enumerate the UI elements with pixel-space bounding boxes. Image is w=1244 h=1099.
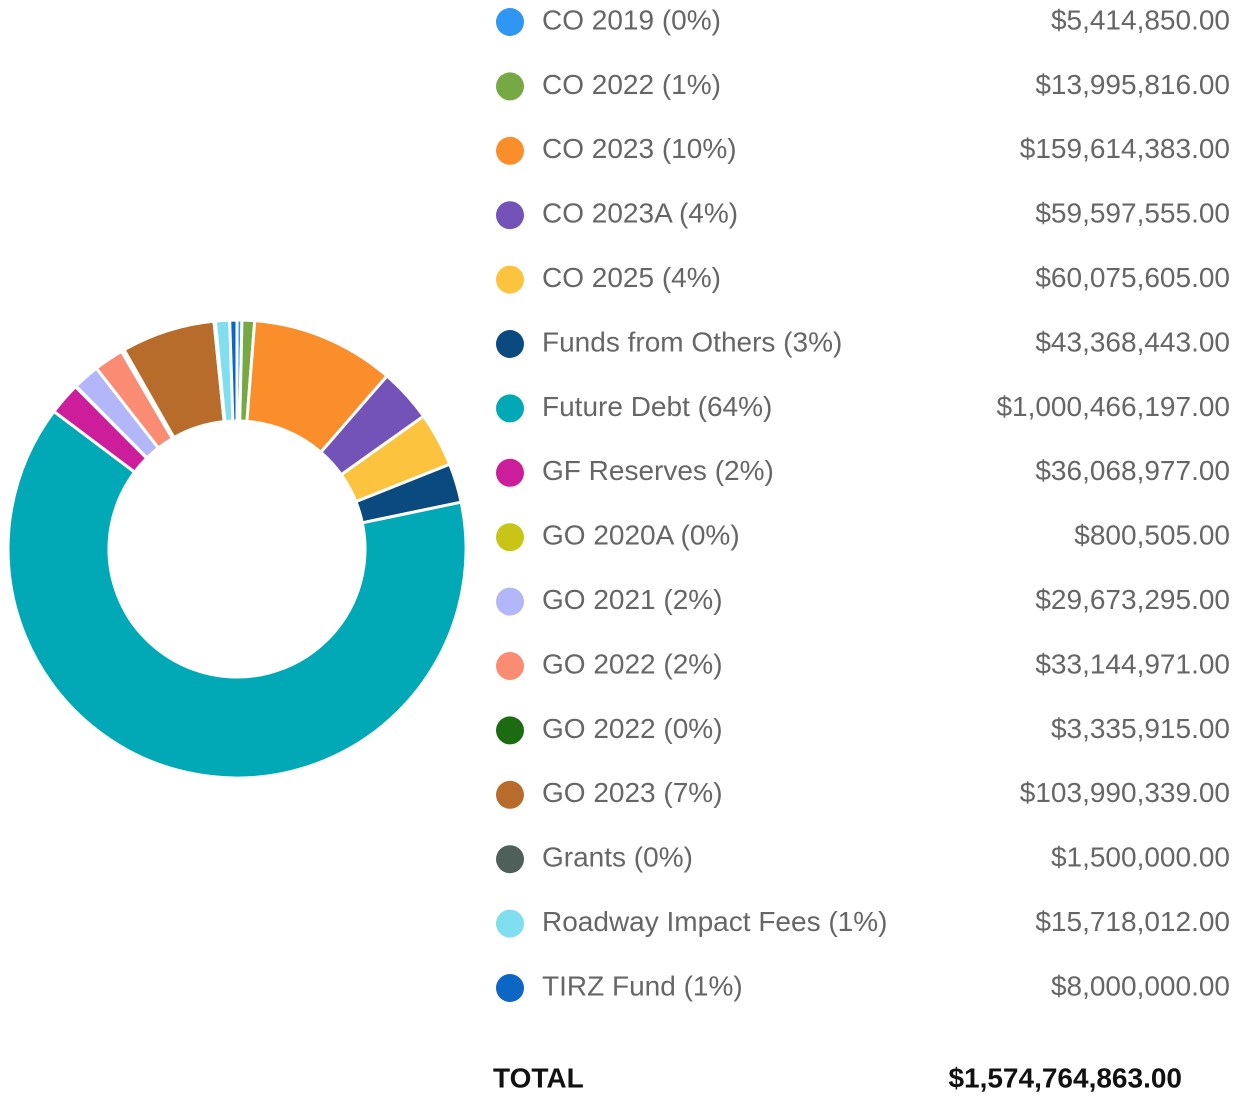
legend-swatch <box>496 523 524 552</box>
legend-value: $5,414,850.00 <box>1051 4 1230 35</box>
legend-value: $29,673,295.00 <box>1035 584 1230 615</box>
legend-label: GO 2023 (7%) <box>542 777 723 808</box>
donut-slice <box>228 318 239 423</box>
legend-value: $3,335,915.00 <box>1051 713 1230 744</box>
legend-swatch <box>496 458 524 487</box>
legend-swatch <box>496 587 524 616</box>
total-value: $1,574,764,863.00 <box>948 1062 1182 1093</box>
legend-value: $1,000,466,197.00 <box>996 391 1230 422</box>
legend-label: GO 2022 (2%) <box>542 648 723 679</box>
legend-swatch <box>496 845 524 874</box>
legend-swatch <box>496 716 524 745</box>
legend-value: $13,995,816.00 <box>1035 69 1230 100</box>
legend-swatch <box>496 394 524 423</box>
donut-slice <box>6 409 468 780</box>
legend-swatch <box>496 201 524 230</box>
legend-label: CO 2022 (1%) <box>542 69 721 100</box>
total-label: TOTAL <box>493 1062 584 1093</box>
legend-value: $15,718,012.00 <box>1035 906 1230 937</box>
legend-value: $103,990,339.00 <box>1020 777 1230 808</box>
legend-swatch <box>496 909 524 938</box>
legend-value: $8,000,000.00 <box>1051 970 1230 1001</box>
legend-swatch <box>496 8 524 36</box>
legend-label: Roadway Impact Fees (1%) <box>542 906 887 937</box>
legend-swatch <box>496 265 524 294</box>
legend-value: $60,075,605.00 <box>1035 262 1230 293</box>
legend-label: GO 2022 (0%) <box>542 713 723 744</box>
legend-swatch <box>496 652 524 680</box>
legend-label: Funds from Others (3%) <box>542 326 842 357</box>
legend-label: CO 2023A (4%) <box>542 198 738 229</box>
legend-swatch <box>496 780 524 809</box>
legend-value: $800,505.00 <box>1074 520 1230 551</box>
legend-value: $36,068,977.00 <box>1035 455 1230 486</box>
legend-label: CO 2025 (4%) <box>542 262 721 293</box>
legend-label: TIRZ Fund (1%) <box>542 970 743 1001</box>
legend-label: GO 2021 (2%) <box>542 584 723 615</box>
legend-value: $1,500,000.00 <box>1051 842 1230 873</box>
legend-label: CO 2019 (0%) <box>542 4 721 35</box>
legend-label: CO 2023 (10%) <box>542 133 737 164</box>
legend-value: $33,144,971.00 <box>1035 648 1230 679</box>
legend-label: GF Reserves (2%) <box>542 455 774 486</box>
legend-swatch <box>496 72 524 101</box>
legend-value: $59,597,555.00 <box>1035 198 1230 229</box>
legend-label: Grants (0%) <box>542 842 693 873</box>
legend-swatch <box>496 136 524 165</box>
legend-value: $159,614,383.00 <box>1020 133 1230 164</box>
legend-swatch <box>496 330 524 358</box>
legend-swatch <box>496 974 524 1002</box>
legend-label: Future Debt (64%) <box>542 391 772 422</box>
legend-value: $43,368,443.00 <box>1035 326 1230 357</box>
legend-label: GO 2020A (0%) <box>542 520 740 551</box>
